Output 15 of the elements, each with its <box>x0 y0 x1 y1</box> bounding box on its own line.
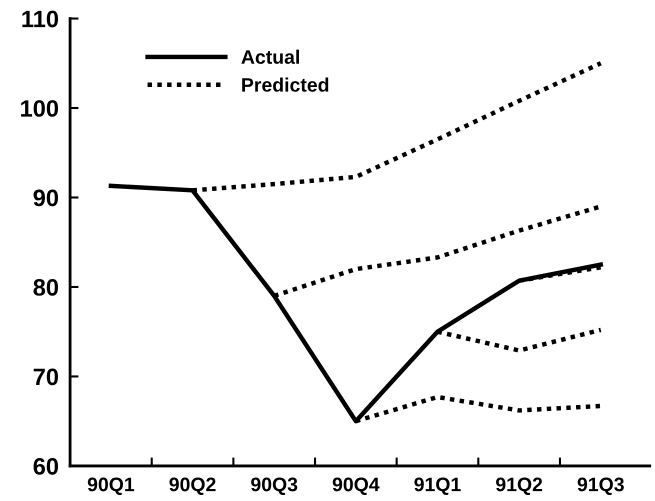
x-tick-label: 91Q3 <box>578 478 624 495</box>
y-tick-label: 60 <box>34 458 58 475</box>
x-tick-label: 90Q1 <box>88 478 134 495</box>
y-tick-label: 90 <box>34 190 58 206</box>
legend-label: Actual <box>241 50 299 64</box>
y-tick-label: 80 <box>33 279 58 296</box>
x-tick-label: 91Q2 <box>496 478 542 495</box>
legend-label: Predicted <box>242 77 328 92</box>
x-tick-label: 91Q1 <box>414 478 461 495</box>
y-tick-label: 100 <box>21 100 58 117</box>
y-tick-label: 70 <box>34 368 58 386</box>
y-tick-label: 110 <box>22 10 58 28</box>
x-tick-label: 90Q2 <box>169 478 216 495</box>
x-tick-label: 90Q4 <box>332 478 380 495</box>
x-tick-label: 90Q3 <box>251 478 298 495</box>
